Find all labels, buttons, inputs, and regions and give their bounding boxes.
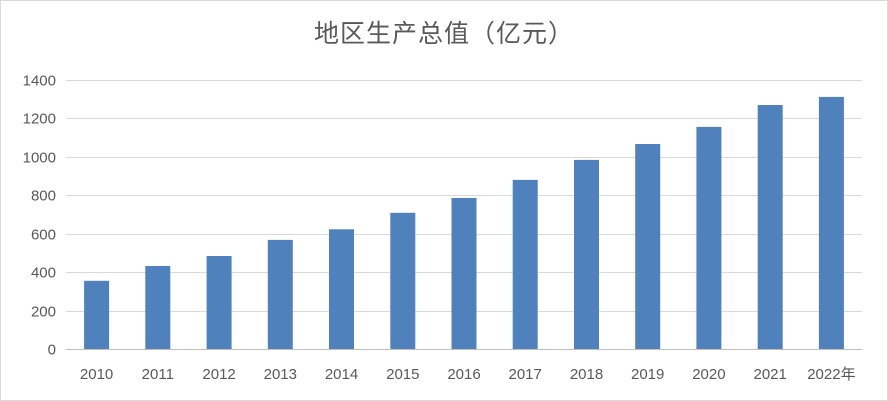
y-tick-label: 0 xyxy=(48,342,56,359)
y-tick-label: 800 xyxy=(31,188,56,205)
y-tick-label: 1000 xyxy=(23,150,56,167)
y-tick-label: 1400 xyxy=(23,73,56,90)
x-tick-label: 2021 xyxy=(754,366,787,383)
bar-2022年 xyxy=(818,96,844,350)
bar-2018 xyxy=(574,159,599,349)
bar-2015 xyxy=(390,212,416,349)
x-tick-label: 2012 xyxy=(202,366,235,383)
x-tick-label: 2014 xyxy=(325,366,358,383)
y-axis-ticks: 0 200 400 600 800 1000 1200 1400 xyxy=(23,73,56,359)
x-axis-ticks: 2010 2011 2012 2013 2014 2015 2016 2017 2018 2019… xyxy=(80,366,856,383)
bar-2019 xyxy=(635,144,661,349)
y-tick-label: 600 xyxy=(31,227,56,244)
bar-2011 xyxy=(145,266,171,349)
x-tick-label: 2013 xyxy=(264,366,297,383)
x-tick-label: 2015 xyxy=(386,366,419,383)
y-tick-label: 400 xyxy=(31,265,56,282)
x-tick-label: 2017 xyxy=(509,366,542,383)
x-tick-label: 2016 xyxy=(447,366,480,383)
bar-2016 xyxy=(451,198,477,349)
x-tick-label: 2011 xyxy=(142,366,174,383)
y-tick-label: 200 xyxy=(31,304,56,321)
y-tick-label: 1200 xyxy=(23,111,56,128)
x-tick-label: 2020 xyxy=(692,366,725,383)
bars xyxy=(84,96,844,350)
chart-title: 地区生产总值（亿元） xyxy=(313,19,574,48)
bar-2012 xyxy=(206,256,232,349)
x-tick-label: 2022年 xyxy=(807,366,855,383)
bar-2010 xyxy=(84,280,110,349)
bar-2013 xyxy=(267,239,293,349)
bar-2020 xyxy=(696,126,722,350)
bar-2014 xyxy=(329,229,354,349)
bar-2017 xyxy=(512,179,538,349)
bar-2021 xyxy=(757,105,783,349)
x-tick-label: 2010 xyxy=(80,366,113,383)
x-tick-label: 2019 xyxy=(631,366,664,383)
x-tick-label: 2018 xyxy=(570,366,603,383)
